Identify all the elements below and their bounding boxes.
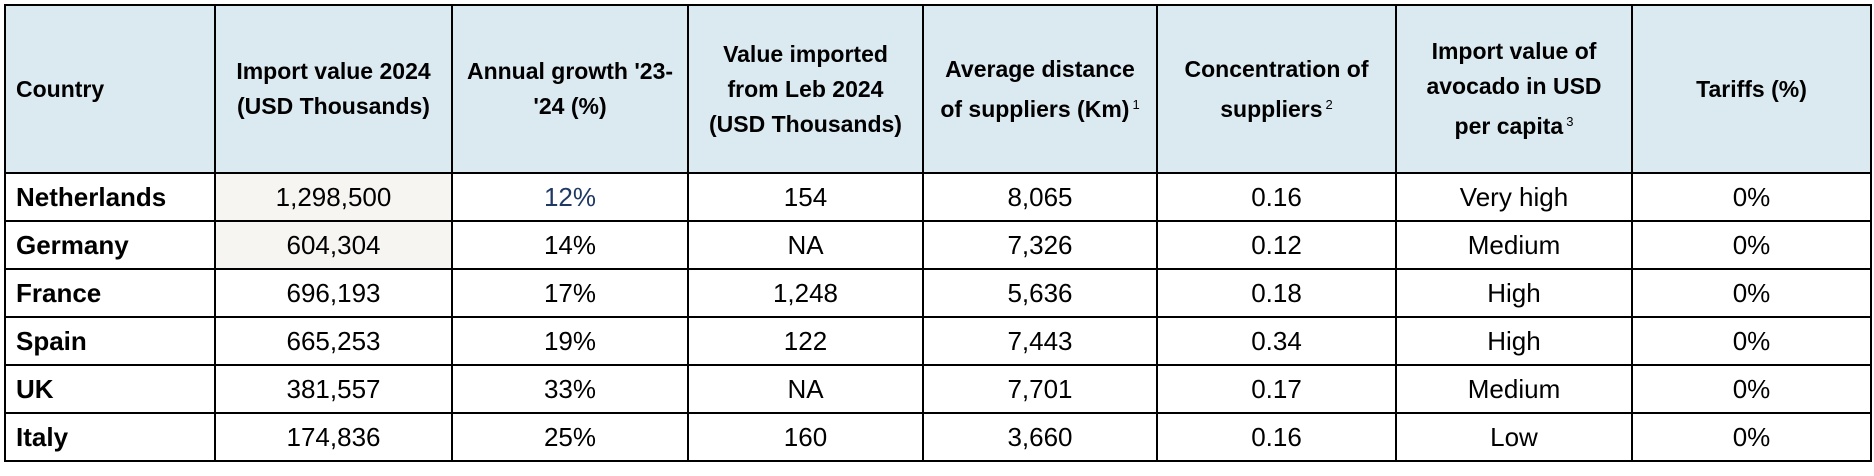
- table-cell: 8,065: [922, 172, 1158, 222]
- table-row: Germany 604,304 14% NA 7,326 0.12 Medium 0%: [4, 220, 1872, 270]
- table-cell: 0.12: [1156, 220, 1397, 270]
- table-cell: 0.16: [1156, 172, 1397, 222]
- table-cell: 0%: [1631, 268, 1872, 318]
- table-cell: 0%: [1631, 316, 1872, 366]
- row-header: France: [4, 268, 216, 318]
- row-header: Spain: [4, 316, 216, 366]
- table-cell: 160: [687, 412, 924, 462]
- table-cell: 0%: [1631, 364, 1872, 414]
- table-header: Country Import value 2024 (USD Thousands)…: [4, 4, 1872, 174]
- column-header: Annual growth '23-'24 (%): [451, 4, 689, 174]
- table-cell: 7,443: [922, 316, 1158, 366]
- column-header: Import value 2024 (USD Thousands): [214, 4, 453, 174]
- table-cell: High: [1395, 316, 1633, 366]
- column-header: Tariffs (%): [1631, 4, 1872, 174]
- data-table: Country Import value 2024 (USD Thousands)…: [4, 4, 1872, 462]
- table-cell: 17%: [451, 268, 689, 318]
- footnote-marker: 3: [1566, 114, 1574, 129]
- table-cell: High: [1395, 268, 1633, 318]
- table-cell: 12%: [451, 172, 689, 222]
- table-cell: 665,253: [214, 316, 453, 366]
- table-cell: 1,298,500: [214, 172, 453, 222]
- header-text: Country: [16, 75, 105, 102]
- table-cell: 7,326: [922, 220, 1158, 270]
- table-cell: 154: [687, 172, 924, 222]
- table-cell: Low: [1395, 412, 1633, 462]
- row-header: Italy: [4, 412, 216, 462]
- header-text: Value imported from Leb 2024 (USD Thousa…: [709, 40, 902, 137]
- table-cell: 174,836: [214, 412, 453, 462]
- table-cell: 19%: [451, 316, 689, 366]
- header-text: Import value 2024 (USD Thousands): [236, 58, 431, 119]
- table-cell: 33%: [451, 364, 689, 414]
- table-cell: 0.16: [1156, 412, 1397, 462]
- table-cell: 0%: [1631, 412, 1872, 462]
- table-row: Netherlands 1,298,500 12% 154 8,065 0.16 Very …: [4, 172, 1872, 222]
- table-cell: 122: [687, 316, 924, 366]
- table-cell: 14%: [451, 220, 689, 270]
- table-cell: NA: [687, 364, 924, 414]
- row-header: Germany: [4, 220, 216, 270]
- header-text: Tariffs (%): [1696, 75, 1807, 102]
- column-header: Import value of avocado in USD per capit…: [1395, 4, 1633, 174]
- table-cell: 1,248: [687, 268, 924, 318]
- table-cell: Very high: [1395, 172, 1633, 222]
- table-cell: 0%: [1631, 220, 1872, 270]
- table-cell: 0.34: [1156, 316, 1397, 366]
- table-cell: 25%: [451, 412, 689, 462]
- table-cell: NA: [687, 220, 924, 270]
- header-text: Annual growth '23-'24 (%): [466, 58, 674, 119]
- footnote-marker: 2: [1325, 96, 1333, 112]
- table-cell: 0.17: [1156, 364, 1397, 414]
- table-row: Italy 174,836 25% 160 3,660 0.16 Low 0%: [4, 412, 1872, 462]
- table-cell: Medium: [1395, 220, 1633, 270]
- table-cell: 0.18: [1156, 268, 1397, 318]
- header-row: Country Import value 2024 (USD Thousands)…: [4, 4, 1872, 174]
- header-text: Concentration of suppliers: [1184, 55, 1369, 122]
- table-cell: 604,304: [214, 220, 453, 270]
- table-row: UK 381,557 33% NA 7,701 0.17 Medium 0%: [4, 364, 1872, 414]
- header-text: Average distance of suppliers (Km): [940, 55, 1135, 122]
- column-header: Average distance of suppliers (Km) 1: [922, 4, 1158, 174]
- table-cell: 5,636: [922, 268, 1158, 318]
- table-row: France 696,193 17% 1,248 5,636 0.18 High 0%: [4, 268, 1872, 318]
- column-header: Concentration of suppliers 2: [1156, 4, 1397, 174]
- table-cell: 7,701: [922, 364, 1158, 414]
- row-header: UK: [4, 364, 216, 414]
- column-header: Country: [4, 4, 216, 174]
- header-text: Import value of avocado in USD per capit…: [1426, 38, 1602, 139]
- table-cell: 381,557: [214, 364, 453, 414]
- table-row: Spain 665,253 19% 122 7,443 0.34 High 0%: [4, 316, 1872, 366]
- table-cell: Medium: [1395, 364, 1633, 414]
- row-header: Netherlands: [4, 172, 216, 222]
- footnote-marker: 1: [1132, 96, 1140, 112]
- table-body: Netherlands 1,298,500 12% 154 8,065 0.16 Very …: [4, 172, 1872, 462]
- table-cell: 696,193: [214, 268, 453, 318]
- table-cell: 3,660: [922, 412, 1158, 462]
- table-cell: 0%: [1631, 172, 1872, 222]
- column-header: Value imported from Leb 2024 (USD Thousa…: [687, 4, 924, 174]
